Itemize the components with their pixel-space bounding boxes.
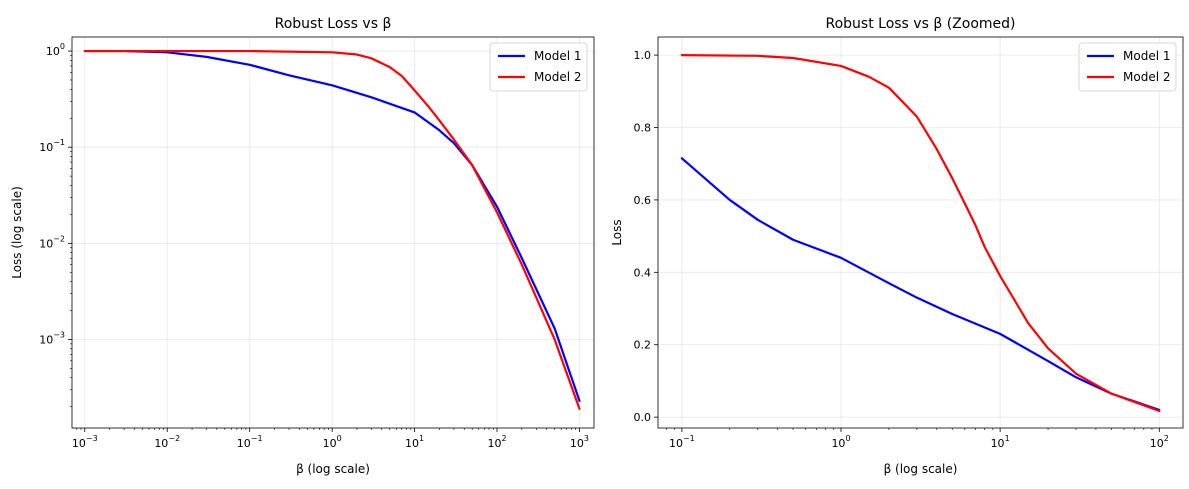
x-tick-label: 103 (570, 434, 589, 450)
grid-lines (72, 37, 594, 428)
series-line-model-1 (680, 157, 1161, 411)
minor-ticks (70, 55, 577, 430)
chart-title: Robust Loss vs β (275, 16, 392, 32)
y-tick-label: 0.2 (634, 339, 652, 352)
x-tick-label: 102 (1150, 434, 1169, 450)
chart-title: Robust Loss vs β (Zoomed) (825, 16, 1015, 32)
legend-label: Model 2 (1123, 70, 1170, 84)
x-tick-label: 100 (831, 434, 850, 450)
x-tick-label: 101 (405, 434, 424, 450)
legend-label: Model 1 (534, 49, 581, 63)
y-tick-label: 10−3 (39, 330, 65, 346)
y-tick-label: 100 (46, 42, 65, 58)
x-tick-label: 10−2 (154, 434, 180, 450)
x-tick-label: 101 (991, 434, 1010, 450)
series-line-model-1 (83, 49, 581, 402)
legend: Model 1 Model 2 (489, 42, 588, 92)
y-tick-label: 0.0 (634, 411, 652, 424)
x-tick-label: 10−1 (669, 434, 695, 450)
series-line-model-2 (83, 49, 581, 410)
legend-label: Model 1 (1123, 49, 1170, 63)
y-tick-label: 10−2 (39, 234, 65, 250)
y-tick-label: 1.0 (634, 49, 652, 62)
y-tick-label: 0.6 (634, 194, 652, 207)
series-line-model-2 (680, 54, 1161, 413)
legend-label: Model 2 (534, 70, 581, 84)
x-tick-label: 100 (323, 434, 342, 450)
y-tick-label: 10−1 (39, 138, 65, 154)
y-tick-label: 0.8 (634, 122, 652, 135)
grid-lines (658, 37, 1183, 428)
y-axis-label: Loss (610, 219, 624, 245)
x-tick-label: 10−1 (237, 434, 263, 450)
x-tick-label: 10−3 (72, 434, 98, 450)
chart-1: 10−3 10−2 10−1 100 101 102 103 10−3 10−2 10−1 100 R… (10, 16, 595, 476)
y-tick-label: 0.4 (634, 266, 652, 279)
plot-frame (657, 36, 1184, 429)
x-axis-label: β (log scale) (296, 462, 370, 476)
x-tick-label: 102 (487, 434, 506, 450)
chart-2: 10−1 100 101 102 0.0 0.2 0.4 0.6 0.8 1.0 Robust Lo… (610, 16, 1184, 476)
x-axis-label: β (log scale) (884, 462, 958, 476)
plot-frame (71, 36, 595, 429)
y-axis-label: Loss (log scale) (10, 186, 24, 279)
legend: Model 1 Model 2 (1078, 42, 1177, 92)
